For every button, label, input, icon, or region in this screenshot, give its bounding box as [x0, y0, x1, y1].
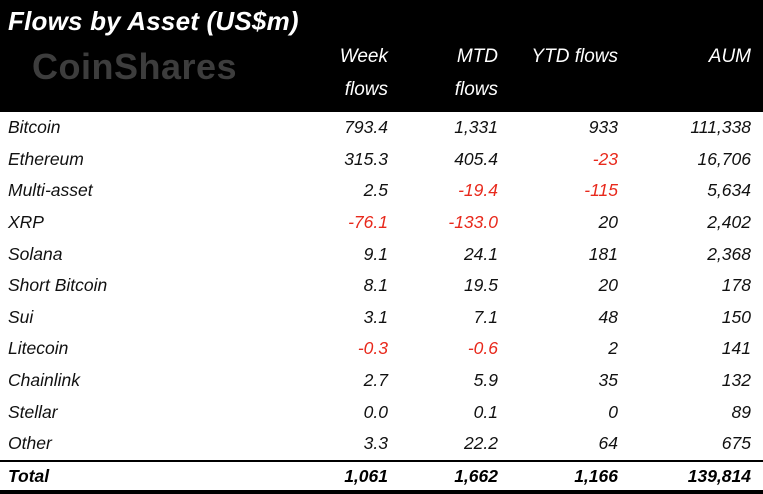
total-row: Total 1,061 1,662 1,166 139,814	[0, 459, 763, 492]
column-header-week-flows: Week flows	[339, 46, 388, 100]
table-row: Short Bitcoin 8.1 19.5 20 178	[0, 270, 763, 302]
asset-name: Sui	[8, 306, 34, 327]
column-headers: Week flows MTD flows YTD flows AUM	[0, 40, 763, 106]
value-cell: -23	[592, 148, 618, 169]
table-row: XRP -76.1 -133.0 20 2,402	[0, 207, 763, 239]
column-header-aum: AUM	[708, 46, 751, 67]
table-body: Bitcoin 793.4 1,331 933 111,338 Ethereum 315.3…	[0, 112, 763, 460]
value-cell: -19.4	[458, 180, 498, 201]
value-cell: 675	[721, 433, 751, 454]
value-cell: 24.1	[463, 243, 498, 264]
asset-name: Other	[8, 433, 52, 454]
value-cell: 315.3	[344, 148, 388, 169]
value-cell: 16,706	[697, 148, 751, 169]
value-cell: 9.1	[363, 243, 388, 264]
table-row: Ethereum 315.3 405.4 -23 16,706	[0, 144, 763, 176]
table-header: Flows by Asset (US$m) CoinShares Week fl…	[0, 0, 763, 112]
value-cell: 8.1	[363, 275, 388, 296]
value-cell: 20	[598, 275, 618, 296]
coinshares-logo: CoinShares	[32, 46, 238, 87]
value-cell: 3.3	[363, 433, 388, 454]
total-mtd: 1,662	[454, 466, 498, 487]
column-header-mtd-flows: MTD flows	[454, 46, 498, 100]
value-cell: 64	[598, 433, 618, 454]
value-cell: 2.7	[363, 370, 388, 391]
value-cell: 0	[608, 401, 618, 422]
value-cell: 89	[731, 401, 751, 422]
asset-name: Solana	[8, 243, 63, 264]
asset-name: XRP	[8, 212, 44, 233]
table-row: Litecoin -0.3 -0.6 2 141	[0, 333, 763, 365]
total-ytd: 1,166	[574, 466, 618, 487]
total-label: Total	[8, 466, 50, 487]
total-aum: 139,814	[687, 466, 751, 487]
value-cell: 5,634	[707, 180, 751, 201]
value-cell: -115	[584, 180, 618, 201]
value-cell: 2,402	[707, 212, 751, 233]
asset-name: Short Bitcoin	[8, 275, 108, 296]
column-header-ytd-flows: YTD flows	[531, 46, 618, 67]
value-cell: -0.6	[467, 338, 498, 359]
page-title: Flows by Asset (US$m)	[8, 6, 299, 36]
asset-name: Chainlink	[8, 370, 80, 391]
value-cell: 181	[588, 243, 618, 264]
total-week: 1,061	[344, 466, 388, 487]
table-row: Solana 9.1 24.1 181 2,368	[0, 238, 763, 270]
table-row: Other 3.3 22.2 64 675	[0, 428, 763, 460]
table-row: Multi-asset 2.5 -19.4 -115 5,634	[0, 175, 763, 207]
value-cell: 405.4	[454, 148, 498, 169]
value-cell: 178	[721, 275, 751, 296]
column-header-asset	[0, 40, 290, 106]
value-cell: 48	[598, 306, 618, 327]
table-row: Bitcoin 793.4 1,331 933 111,338	[0, 112, 763, 144]
value-cell: 2.5	[363, 180, 388, 201]
table-row: Sui 3.1 7.1 48 150	[0, 302, 763, 334]
value-cell: 111,338	[690, 117, 751, 138]
value-cell: 933	[588, 117, 618, 138]
value-cell: 35	[598, 370, 618, 391]
value-cell: 132	[721, 370, 751, 391]
value-cell: 3.1	[363, 306, 388, 327]
value-cell: -133.0	[448, 212, 498, 233]
value-cell: 1,331	[454, 117, 498, 138]
value-cell: 2	[608, 338, 618, 359]
value-cell: -76.1	[348, 212, 388, 233]
table-row: Stellar 0.0 0.1 0 89	[0, 396, 763, 428]
value-cell: 19.5	[463, 275, 498, 296]
value-cell: 0.1	[473, 401, 498, 422]
value-cell: 22.2	[463, 433, 498, 454]
asset-name: Litecoin	[8, 338, 69, 359]
table-row: Chainlink 2.7 5.9 35 132	[0, 365, 763, 397]
value-cell: 0.0	[363, 401, 388, 422]
value-cell: -0.3	[357, 338, 388, 359]
value-cell: 150	[721, 306, 751, 327]
asset-name: Stellar	[8, 401, 58, 422]
asset-name: Ethereum	[8, 148, 84, 169]
asset-name: Bitcoin	[8, 117, 61, 138]
value-cell: 5.9	[473, 370, 498, 391]
value-cell: 141	[721, 338, 751, 359]
value-cell: 2,368	[707, 243, 751, 264]
asset-name: Multi-asset	[8, 180, 93, 201]
value-cell: 7.1	[473, 306, 498, 327]
value-cell: 20	[598, 212, 618, 233]
value-cell: 793.4	[344, 117, 388, 138]
